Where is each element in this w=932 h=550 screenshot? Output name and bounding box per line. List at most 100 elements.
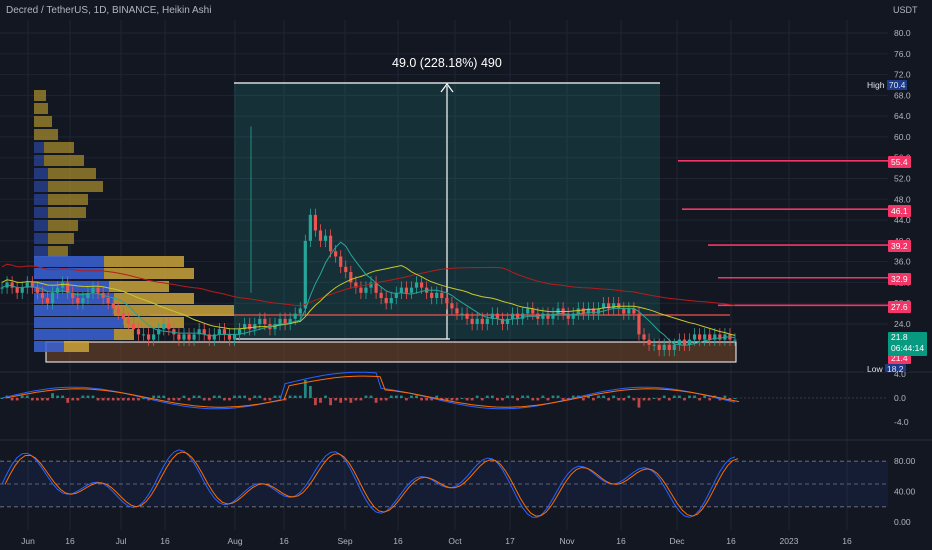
macd-bar-37	[187, 398, 191, 401]
candle-body-14	[71, 292, 75, 299]
time-axis[interactable]: Jun 16 Jul 16 Aug 16 Sep 16 Oct 17 Nov 16 Dec 16 2023 1…	[21, 536, 852, 546]
macd-bar-113	[571, 395, 575, 398]
profile-gold-8	[48, 194, 88, 205]
macd-bar-46	[233, 395, 236, 398]
candle-body-12	[61, 282, 65, 288]
candle-body-34	[172, 329, 176, 335]
candle-body-66	[334, 251, 338, 257]
support-box	[45, 341, 737, 363]
candle-body-96	[485, 318, 489, 324]
candle-body-121	[612, 303, 616, 309]
signal-line	[5, 375, 740, 408]
macd-bar-9	[46, 398, 49, 401]
candle-body-82	[414, 282, 419, 288]
candle-body-107	[541, 313, 545, 319]
candle-body-91	[460, 313, 464, 315]
candle-body-74	[374, 282, 378, 293]
price-tick-14: 24.0	[894, 319, 911, 329]
stoch-d	[4, 451, 739, 517]
macd-bar-20	[101, 398, 105, 401]
candle-body-97	[490, 313, 494, 319]
profile-gold-0	[34, 90, 46, 101]
macd-bar-17	[86, 395, 90, 398]
candle-body-13	[66, 282, 70, 293]
candle-body-49	[248, 324, 252, 330]
profile-gold-1	[34, 103, 48, 114]
candle-body-83	[419, 282, 424, 288]
time-tick-8: Oct	[448, 536, 462, 546]
macd-bar-143	[723, 395, 727, 398]
candle-body-9	[45, 298, 50, 304]
candle-body-51	[258, 318, 262, 324]
macd-bar-26	[132, 398, 135, 401]
candle-body-22	[111, 303, 115, 309]
macd-bar-34	[172, 398, 176, 401]
macd-bar-94	[475, 395, 479, 398]
candle-body-40	[202, 329, 206, 335]
candle-body-124	[627, 308, 631, 314]
candle-body-125	[632, 308, 636, 314]
stoch-tick-2: 0.00	[894, 517, 911, 527]
candle-body-28	[141, 334, 146, 336]
time-tick-6: Sep	[337, 536, 352, 546]
candle-body-134	[677, 339, 681, 345]
candle-body-135	[682, 339, 687, 345]
candle-body-130	[657, 344, 661, 350]
macd-bar-10	[51, 393, 54, 398]
profile-gold-6	[48, 168, 96, 179]
macd-bar-48	[243, 395, 247, 398]
candle-body-41	[207, 334, 211, 340]
macd-bar-116	[587, 395, 590, 398]
profile-lower-gold-4	[114, 305, 234, 316]
candle-body-90	[455, 308, 459, 314]
macd-bar-119	[602, 395, 605, 398]
macd-bar-59	[298, 395, 302, 398]
candle-body-61	[308, 214, 312, 241]
macd-bar-11	[56, 395, 60, 398]
candle-body-26	[131, 324, 136, 330]
macd-bar-95	[480, 398, 484, 401]
macd-bar-30	[152, 395, 156, 398]
macd-bar-133	[672, 395, 676, 398]
macd-bar-47	[238, 395, 241, 398]
candle-body-11	[56, 287, 60, 293]
price-tick-3: 68.0	[894, 90, 911, 100]
macd-tick-1: 0.0	[894, 393, 906, 403]
macd-bar-69	[349, 398, 353, 403]
profile-gold-4	[44, 142, 74, 153]
candle-body-62	[313, 214, 318, 231]
macd-bar-28	[142, 398, 145, 399]
macd-bar-49	[248, 398, 252, 401]
candle-body-45	[227, 334, 232, 340]
macd-bar-73	[369, 395, 373, 398]
candle-body-113	[571, 313, 575, 319]
macd-bar-64	[324, 395, 327, 398]
candle-body-77	[389, 298, 393, 304]
price-tick-7: 52.0	[894, 174, 911, 184]
profile-gold-12	[48, 246, 68, 257]
macd-bar-75	[379, 398, 383, 401]
profile-gold-7	[48, 181, 103, 192]
macd-bar-124	[627, 395, 631, 398]
candle-body-117	[591, 308, 596, 314]
time-tick-14: 2023	[780, 536, 799, 546]
macd-bar-71	[359, 398, 363, 401]
profile-lower-blue-1	[34, 268, 104, 279]
profile-blue-7	[34, 181, 48, 192]
candle-body-142	[718, 334, 722, 340]
macd-bar-125	[632, 398, 636, 401]
macd-bar-51	[258, 395, 262, 398]
macd-bar-123	[622, 398, 626, 401]
candle-body-56	[283, 318, 287, 324]
macd-bar-104	[526, 395, 530, 398]
candle-body-138	[698, 334, 702, 340]
candle-body-119	[601, 303, 606, 309]
candle-body-59	[298, 308, 302, 314]
macd-bar-6	[30, 398, 34, 401]
candle-body-71	[359, 287, 363, 293]
macd-bar-24	[121, 398, 125, 401]
macd-bar-85	[430, 398, 434, 401]
time-tick-5: 16	[279, 536, 289, 546]
candle-body-139	[703, 334, 707, 340]
macd-bar-15	[76, 398, 80, 401]
